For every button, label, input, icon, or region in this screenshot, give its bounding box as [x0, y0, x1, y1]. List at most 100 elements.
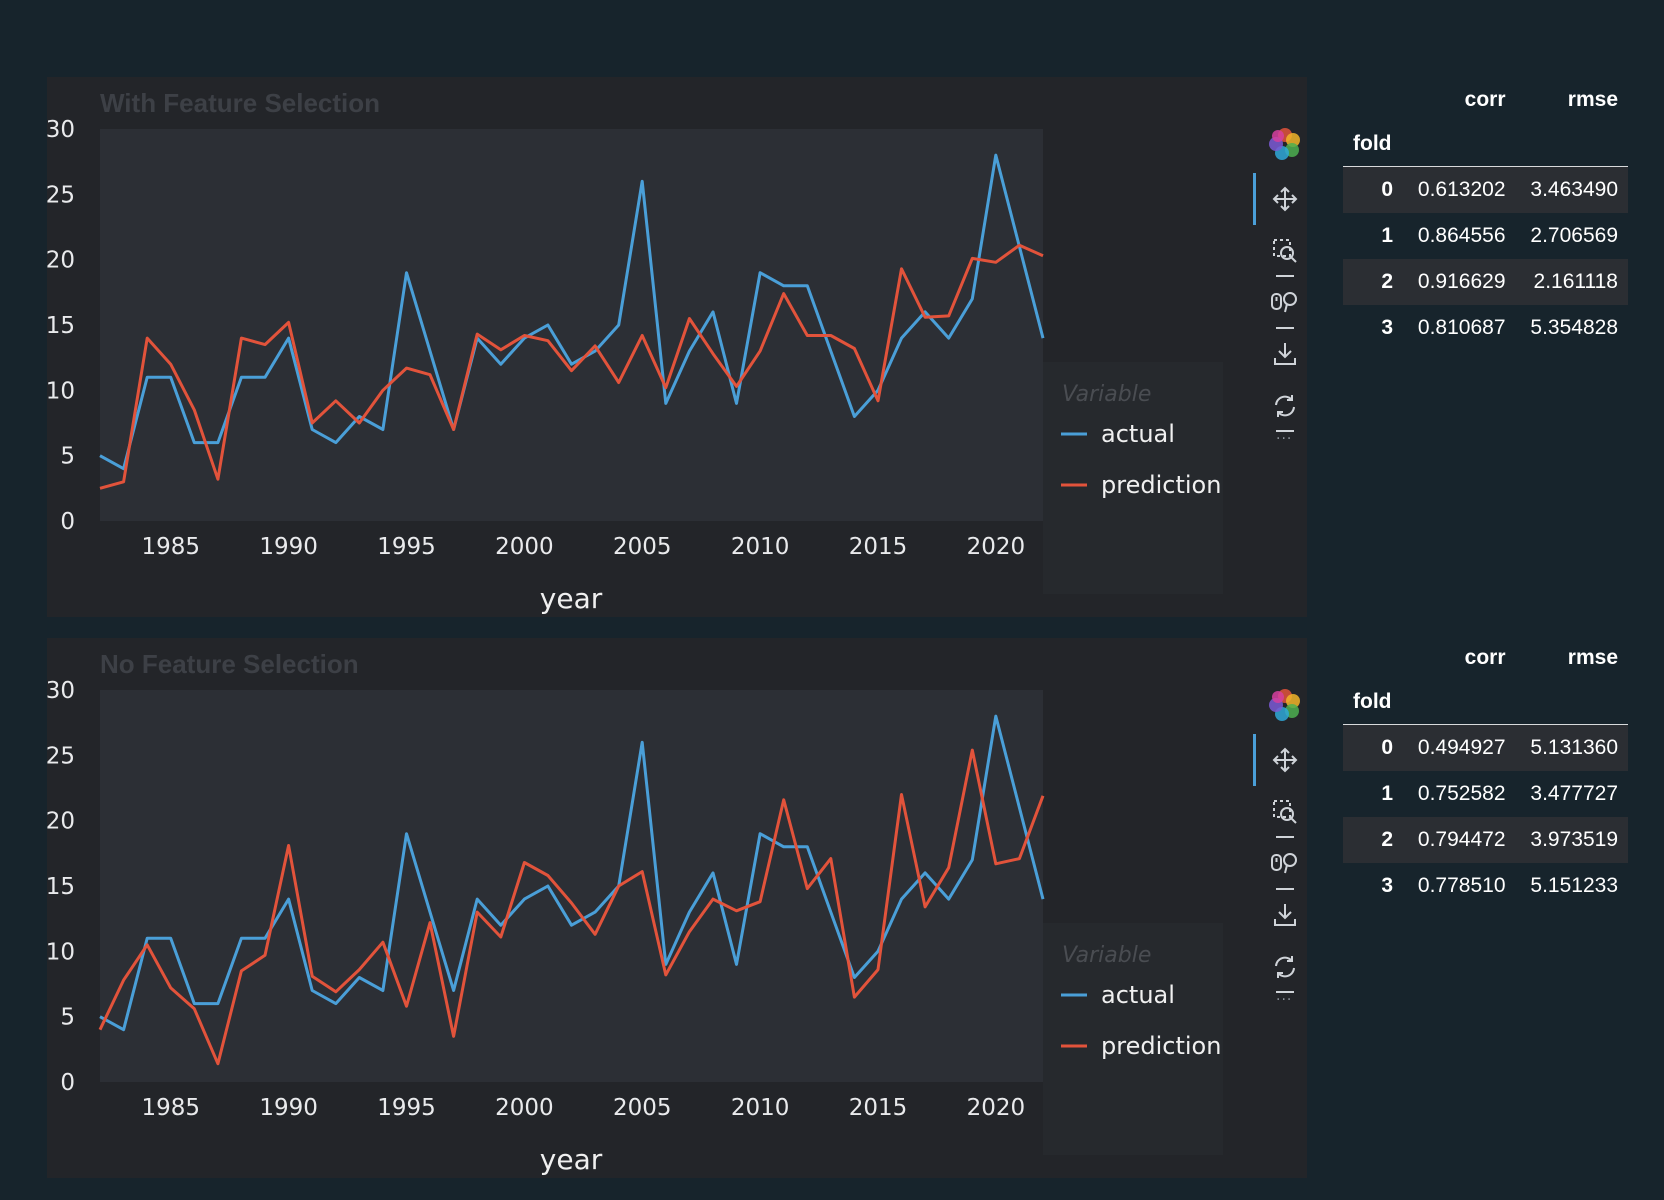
- x-tick-label: 2015: [849, 534, 908, 560]
- corr-cell: 0.810687: [1417, 316, 1506, 339]
- x-tick-label: 1990: [259, 1095, 318, 1121]
- legend-title: Variable: [1062, 943, 1151, 968]
- table-row: 2 0.794472 3.973519: [1343, 817, 1628, 863]
- fold-index: 0: [1343, 724, 1403, 771]
- toolbar-separator: [1276, 991, 1294, 993]
- plot-area: [100, 690, 1043, 1082]
- box-zoom-icon[interactable]: [1268, 234, 1302, 268]
- x-tick-label: 2000: [495, 534, 554, 560]
- bokeh-logo-icon[interactable]: [1268, 127, 1302, 161]
- x-tick-label: 2005: [613, 1095, 672, 1121]
- blank-cell: [1403, 122, 1516, 167]
- legend-box: [1043, 923, 1223, 1155]
- blank-cell: [1403, 680, 1516, 725]
- wheel-zoom-icon[interactable]: [1268, 846, 1302, 880]
- legend-box: [1043, 362, 1223, 594]
- x-axis-label: year: [540, 1143, 603, 1176]
- fold-index: 2: [1343, 259, 1403, 305]
- y-tick-label: 10: [47, 378, 75, 404]
- x-tick-label: 2010: [731, 1095, 790, 1121]
- series-line-actual: [99, 714, 1045, 1032]
- rmse-cell: 2.706569: [1530, 224, 1618, 247]
- table-row: 2 0.916629 2.161118: [1343, 259, 1628, 305]
- rmse-cell: 5.151233: [1530, 874, 1618, 897]
- fold-index: 2: [1343, 817, 1403, 863]
- legend-label-prediction: prediction: [1101, 1032, 1221, 1060]
- save-icon[interactable]: [1268, 337, 1302, 371]
- x-tick-label: 2020: [967, 534, 1026, 560]
- metrics-table-with-feature-selection: corr rmse fold 0 0.613202 3.463490 1 0.8…: [1343, 78, 1628, 351]
- legend-label-prediction: prediction: [1101, 471, 1221, 499]
- series-line-actual: [99, 153, 1045, 471]
- x-axis: 1985 1990 1995 2000 2005 2010 2015 2020: [141, 1095, 1025, 1121]
- x-tick-label: 2015: [849, 1095, 908, 1121]
- x-tick-label: 2005: [613, 534, 672, 560]
- toolbar-separator: [1276, 430, 1294, 432]
- save-icon[interactable]: [1268, 898, 1302, 932]
- rmse-cell: 5.354828: [1530, 316, 1618, 339]
- x-tick-label: 1995: [377, 534, 436, 560]
- fold-index: 3: [1381, 316, 1393, 339]
- pan-icon[interactable]: [1268, 743, 1302, 777]
- x-tick-label: 2010: [731, 534, 790, 560]
- more-tools-icon[interactable]: ···: [1276, 431, 1293, 447]
- corr-cell: 0.494927: [1403, 724, 1516, 771]
- index-header-blank: [1343, 78, 1403, 122]
- reset-icon[interactable]: [1268, 389, 1302, 423]
- x-tick-label: 1995: [377, 1095, 436, 1121]
- y-tick-label: 20: [47, 248, 75, 274]
- reset-icon[interactable]: [1268, 950, 1302, 984]
- bokeh-logo-icon[interactable]: [1268, 688, 1302, 722]
- y-tick-label: 10: [47, 939, 75, 965]
- index-header-blank: [1343, 636, 1403, 680]
- index-name-fold: fold: [1343, 680, 1403, 725]
- toolbar-separator: [1276, 275, 1294, 277]
- series-line-prediction: [99, 243, 1044, 490]
- rmse-cell: 2.161118: [1515, 259, 1628, 305]
- y-tick-label: 0: [60, 509, 75, 535]
- rmse-cell: 5.131360: [1515, 724, 1628, 771]
- chart-panel-no-feature-selection: No Feature Selection 0 5 10 15 20 25 30 1985 19…: [47, 638, 1307, 1178]
- corr-cell: 0.864556: [1417, 224, 1506, 247]
- column-header-corr: corr: [1464, 646, 1506, 669]
- blank-cell: [1515, 122, 1628, 167]
- legend-label-actual: actual: [1101, 981, 1175, 1009]
- x-axis-label: year: [540, 582, 603, 615]
- rmse-cell: 3.463490: [1515, 166, 1628, 213]
- series-lines: [99, 153, 1045, 490]
- active-tool-indicator: [1253, 734, 1256, 786]
- fold-index: 0: [1343, 166, 1403, 213]
- y-tick-label: 5: [60, 444, 75, 470]
- active-tool-indicator: [1253, 173, 1256, 225]
- rmse-cell: 3.477727: [1530, 782, 1618, 805]
- corr-cell: 0.613202: [1403, 166, 1516, 213]
- series-lines: [98, 714, 1045, 1066]
- box-zoom-icon[interactable]: [1268, 795, 1302, 829]
- corr-cell: 0.752582: [1417, 782, 1506, 805]
- y-axis: 0 5 10 15 20 25 30: [47, 678, 75, 1096]
- toolbar-separator: [1276, 836, 1294, 838]
- y-tick-label: 20: [47, 809, 75, 835]
- plot-area: [100, 129, 1043, 521]
- fold-index: 3: [1381, 874, 1393, 897]
- more-tools-icon[interactable]: ···: [1276, 992, 1293, 1008]
- x-tick-label: 1985: [141, 1095, 200, 1121]
- table-row: 3 0.778510 5.151233: [1343, 863, 1628, 909]
- y-tick-label: 0: [60, 1070, 75, 1096]
- y-tick-label: 30: [47, 678, 75, 704]
- metrics-table-no-feature-selection: corr rmse fold 0 0.494927 5.131360 1 0.7…: [1343, 636, 1628, 909]
- pan-icon[interactable]: [1268, 182, 1302, 216]
- table-row: 1 0.864556 2.706569: [1343, 213, 1628, 259]
- x-tick-label: 1985: [141, 534, 200, 560]
- fold-index: 1: [1381, 782, 1393, 805]
- column-header-rmse: rmse: [1567, 646, 1618, 669]
- wheel-zoom-icon[interactable]: [1268, 285, 1302, 319]
- blank-cell: [1515, 680, 1628, 725]
- toolbar-separator: [1276, 888, 1294, 890]
- chart-title: With Feature Selection: [100, 88, 380, 118]
- y-tick-label: 15: [47, 313, 75, 339]
- y-axis: 0 5 10 15 20 25 30: [47, 117, 75, 535]
- y-tick-label: 5: [60, 1005, 75, 1031]
- fold-index: 1: [1381, 224, 1393, 247]
